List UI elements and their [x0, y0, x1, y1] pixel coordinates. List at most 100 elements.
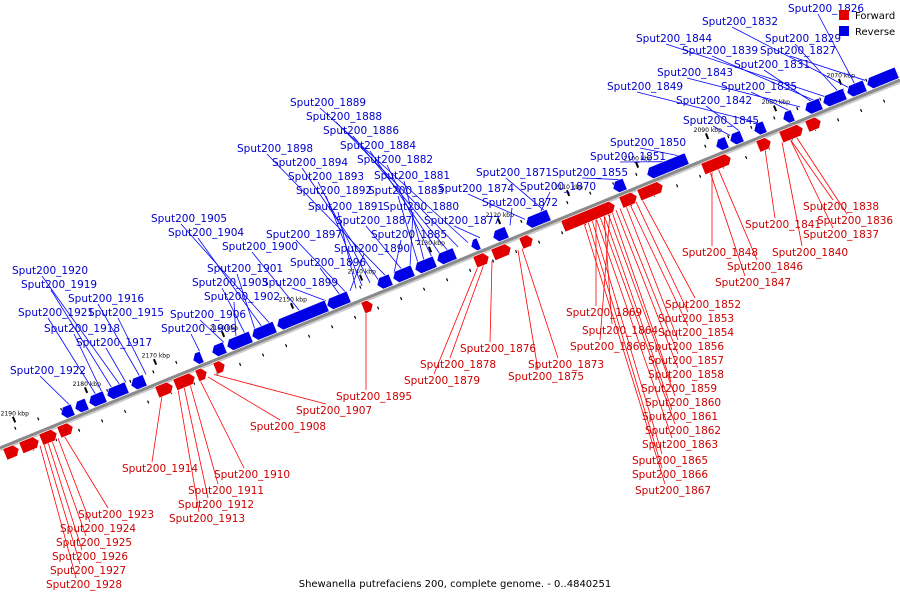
forward-gene-arrow[interactable]	[755, 137, 772, 153]
reverse-gene-label-sput200_1888[interactable]: Sput200_1888	[306, 111, 382, 123]
forward-gene-arrow[interactable]	[804, 116, 822, 133]
reverse-gene-arrow[interactable]	[866, 66, 900, 90]
reverse-gene-label-sput200_1903[interactable]: Sput200_1903	[192, 277, 268, 289]
forward-gene-label-sput200_1848[interactable]: Sput200_1848	[682, 247, 758, 259]
forward-gene-arrow[interactable]	[172, 372, 196, 392]
forward-gene-arrow[interactable]	[154, 381, 174, 399]
forward-gene-label-sput200_1854[interactable]: Sput200_1854	[658, 327, 734, 339]
reverse-gene-arrow[interactable]	[646, 152, 690, 180]
forward-gene-label-sput200_1875[interactable]: Sput200_1875	[508, 371, 584, 383]
forward-gene-label-sput200_1878[interactable]: Sput200_1878	[420, 359, 496, 371]
reverse-gene-arrow[interactable]	[226, 330, 254, 351]
forward-gene-label-sput200_1847[interactable]: Sput200_1847	[715, 277, 791, 289]
forward-gene-label-sput200_1852[interactable]: Sput200_1852	[665, 299, 741, 311]
reverse-gene-label-sput200_1890[interactable]: Sput200_1890	[334, 243, 410, 255]
forward-gene-label-sput200_1923[interactable]: Sput200_1923	[78, 509, 154, 521]
forward-gene-label-sput200_1865[interactable]: Sput200_1865	[632, 455, 708, 467]
reverse-gene-label-sput200_1905[interactable]: Sput200_1905	[151, 213, 227, 225]
forward-gene-label-sput200_1924[interactable]: Sput200_1924	[60, 523, 136, 535]
reverse-gene-label-sput200_1921[interactable]: Sput200_1921	[18, 307, 94, 319]
reverse-gene-arrow[interactable]	[130, 374, 148, 391]
forward-gene-label-sput200_1925[interactable]: Sput200_1925	[56, 537, 132, 549]
reverse-gene-arrow[interactable]	[729, 130, 745, 146]
reverse-gene-label-sput200_1892[interactable]: Sput200_1892	[296, 185, 372, 197]
forward-gene-arrow[interactable]	[472, 252, 490, 269]
forward-gene-label-sput200_1926[interactable]: Sput200_1926	[52, 551, 128, 563]
reverse-gene-label-sput200_1922[interactable]: Sput200_1922	[10, 365, 86, 377]
reverse-gene-label-sput200_1870[interactable]: Sput200_1870	[520, 181, 596, 193]
forward-gene-label-sput200_1864[interactable]: Sput200_1864	[582, 325, 658, 337]
forward-gene-arrow[interactable]	[360, 299, 374, 315]
forward-gene-label-sput200_1838[interactable]: Sput200_1838	[803, 201, 879, 213]
reverse-gene-label-sput200_1874[interactable]: Sput200_1874	[438, 183, 514, 195]
reverse-gene-arrow[interactable]	[525, 208, 552, 229]
forward-gene-arrow[interactable]	[636, 181, 664, 202]
reverse-gene-arrow[interactable]	[376, 273, 394, 290]
reverse-gene-label-sput200_1919[interactable]: Sput200_1919	[21, 279, 97, 291]
forward-gene-arrow[interactable]	[700, 153, 732, 176]
forward-gene-arrow[interactable]	[778, 124, 804, 144]
forward-gene-label-sput200_1895[interactable]: Sput200_1895	[336, 391, 412, 403]
reverse-gene-arrow[interactable]	[192, 350, 205, 365]
reverse-gene-arrow[interactable]	[715, 136, 730, 151]
reverse-gene-label-sput200_1871[interactable]: Sput200_1871	[476, 167, 552, 179]
reverse-gene-arrow[interactable]	[753, 120, 768, 136]
reverse-gene-label-sput200_1900[interactable]: Sput200_1900	[222, 241, 298, 253]
forward-gene-label-sput200_1860[interactable]: Sput200_1860	[645, 397, 721, 409]
forward-gene-arrow[interactable]	[38, 429, 58, 446]
reverse-gene-arrow[interactable]	[470, 237, 482, 252]
forward-gene-label-sput200_1907[interactable]: Sput200_1907	[296, 405, 372, 417]
forward-gene-label-sput200_1928[interactable]: Sput200_1928	[46, 579, 122, 591]
reverse-gene-arrow[interactable]	[326, 290, 352, 310]
reverse-gene-arrow[interactable]	[106, 381, 130, 400]
reverse-gene-label-sput200_1849[interactable]: Sput200_1849	[607, 81, 683, 93]
reverse-gene-label-sput200_1917[interactable]: Sput200_1917	[76, 337, 152, 349]
reverse-gene-arrow[interactable]	[436, 247, 458, 265]
reverse-gene-label-sput200_1855[interactable]: Sput200_1855	[552, 167, 628, 179]
reverse-gene-label-sput200_1831[interactable]: Sput200_1831	[734, 59, 810, 71]
reverse-gene-arrow[interactable]	[492, 226, 510, 243]
reverse-gene-arrow[interactable]	[60, 403, 76, 419]
forward-gene-label-sput200_1873[interactable]: Sput200_1873	[528, 359, 604, 371]
forward-gene-arrow[interactable]	[212, 360, 226, 375]
reverse-gene-label-sput200_1904[interactable]: Sput200_1904	[168, 227, 244, 239]
reverse-gene-label-sput200_1894[interactable]: Sput200_1894	[272, 157, 348, 169]
forward-gene-label-sput200_1863[interactable]: Sput200_1863	[642, 439, 718, 451]
reverse-gene-label-sput200_1887[interactable]: Sput200_1887	[336, 215, 412, 227]
forward-gene-label-sput200_1840[interactable]: Sput200_1840	[772, 247, 848, 259]
forward-gene-label-sput200_1841[interactable]: Sput200_1841	[745, 219, 821, 231]
forward-gene-arrow[interactable]	[518, 234, 534, 250]
reverse-gene-label-sput200_1827[interactable]: Sput200_1827	[760, 45, 836, 57]
forward-gene-label-sput200_1911[interactable]: Sput200_1911	[188, 485, 264, 497]
forward-gene-arrow[interactable]	[56, 422, 74, 439]
reverse-gene-label-sput200_1851[interactable]: Sput200_1851	[590, 151, 666, 163]
reverse-gene-label-sput200_1844[interactable]: Sput200_1844	[636, 33, 712, 45]
reverse-gene-label-sput200_1899[interactable]: Sput200_1899	[262, 277, 338, 289]
reverse-gene-label-sput200_1850[interactable]: Sput200_1850	[610, 137, 686, 149]
forward-gene-arrow[interactable]	[618, 191, 638, 209]
forward-gene-arrow[interactable]	[560, 200, 616, 233]
forward-gene-label-sput200_1879[interactable]: Sput200_1879	[404, 375, 480, 387]
reverse-gene-label-sput200_1882[interactable]: Sput200_1882	[357, 154, 433, 166]
reverse-gene-arrow[interactable]	[612, 177, 628, 193]
forward-gene-label-sput200_1856[interactable]: Sput200_1856	[648, 341, 724, 353]
forward-gene-label-sput200_1868[interactable]: Sput200_1868	[570, 341, 646, 353]
reverse-gene-label-sput200_1897[interactable]: Sput200_1897	[266, 229, 342, 241]
reverse-gene-label-sput200_1920[interactable]: Sput200_1920	[12, 265, 88, 277]
reverse-gene-label-sput200_1877[interactable]: Sput200_1877	[424, 215, 500, 227]
reverse-gene-label-sput200_1826[interactable]: Sput200_1826	[788, 3, 864, 15]
forward-gene-label-sput200_1861[interactable]: Sput200_1861	[642, 411, 718, 423]
reverse-gene-label-sput200_1832[interactable]: Sput200_1832	[702, 16, 778, 28]
reverse-gene-label-sput200_1880[interactable]: Sput200_1880	[383, 201, 459, 213]
reverse-gene-label-sput200_1906[interactable]: Sput200_1906	[170, 309, 246, 321]
reverse-gene-label-sput200_1884[interactable]: Sput200_1884	[340, 140, 416, 152]
reverse-gene-label-sput200_1889[interactable]: Sput200_1889	[290, 97, 366, 109]
reverse-gene-arrow[interactable]	[804, 97, 824, 115]
reverse-gene-arrow[interactable]	[276, 299, 330, 331]
reverse-gene-arrow[interactable]	[211, 341, 228, 357]
reverse-gene-arrow[interactable]	[782, 109, 796, 124]
forward-gene-label-sput200_1908[interactable]: Sput200_1908	[250, 421, 326, 433]
forward-gene-label-sput200_1866[interactable]: Sput200_1866	[632, 469, 708, 481]
forward-gene-label-sput200_1859[interactable]: Sput200_1859	[641, 383, 717, 395]
forward-gene-label-sput200_1858[interactable]: Sput200_1858	[648, 369, 724, 381]
